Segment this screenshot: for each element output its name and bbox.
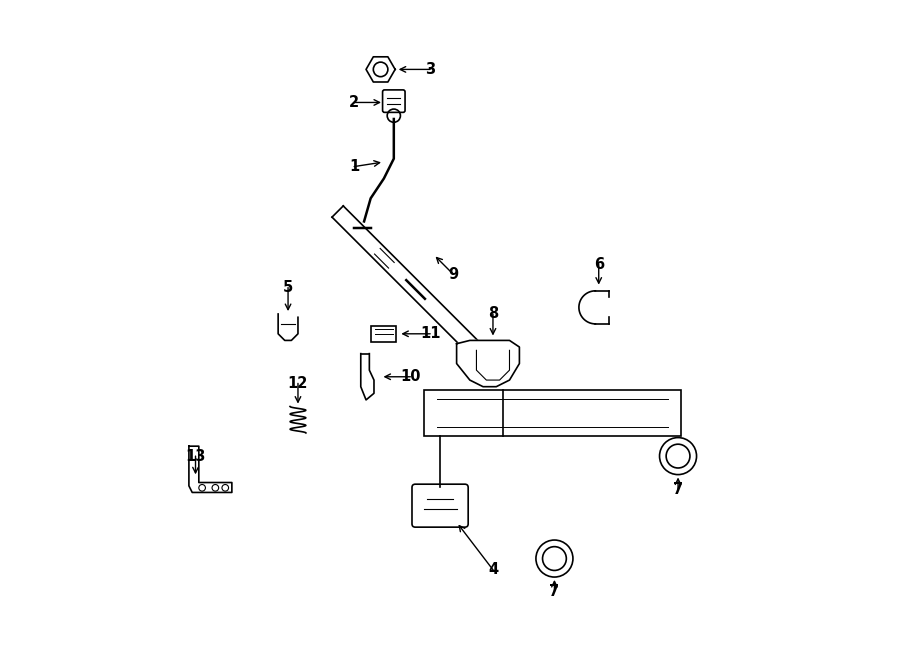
Bar <box>424 390 681 436</box>
Text: 1: 1 <box>349 159 359 174</box>
Text: 4: 4 <box>488 563 498 577</box>
Text: 6: 6 <box>594 257 604 272</box>
FancyBboxPatch shape <box>382 90 405 112</box>
Text: 7: 7 <box>673 482 683 496</box>
Text: 8: 8 <box>488 307 498 321</box>
FancyBboxPatch shape <box>412 484 468 527</box>
Text: 11: 11 <box>420 327 440 341</box>
Text: 13: 13 <box>185 449 206 463</box>
Text: 2: 2 <box>349 95 359 110</box>
Polygon shape <box>456 340 519 387</box>
Text: 5: 5 <box>283 280 293 295</box>
Text: 10: 10 <box>400 369 420 384</box>
Text: 12: 12 <box>288 376 308 391</box>
Bar <box>372 326 397 342</box>
Text: 9: 9 <box>448 267 458 282</box>
Text: 3: 3 <box>425 62 436 77</box>
Text: 7: 7 <box>549 584 560 599</box>
